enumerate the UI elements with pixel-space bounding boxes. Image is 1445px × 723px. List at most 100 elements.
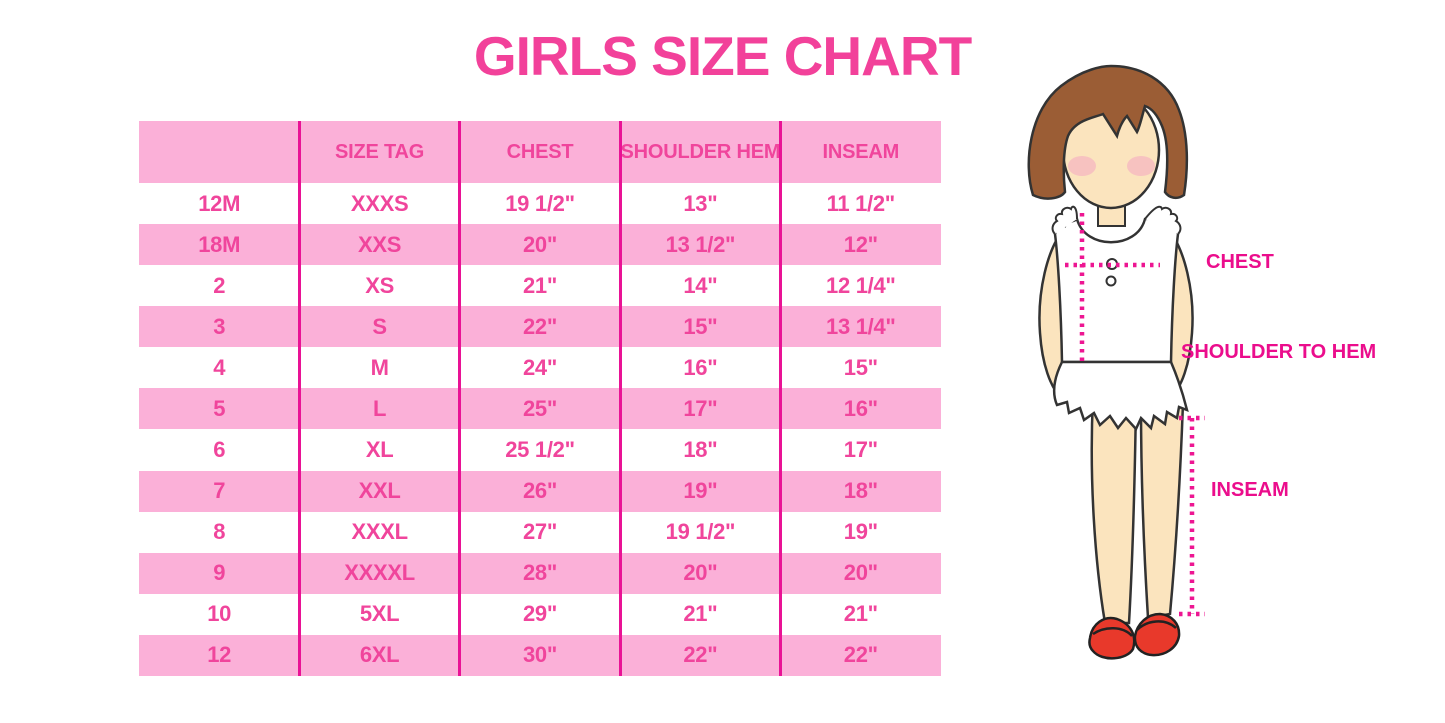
cell-shoulder: 20" — [683, 560, 718, 586]
table-row: 2 XS 21" 14" 12 1/4" — [139, 265, 941, 307]
table-row: 9 XXXXL 28" 20" 20" — [139, 552, 941, 594]
cell-shoulder: 19 1/2" — [665, 519, 736, 545]
inseam-measure-label: INSEAM — [1211, 479, 1289, 501]
cell-chest: 27" — [522, 519, 557, 545]
cell-size: 2 — [213, 272, 226, 298]
cell-shoulder: 14" — [683, 272, 718, 298]
cell-size: 3 — [213, 313, 226, 339]
header-cell-blank — [139, 121, 299, 183]
cell-inseam: 16" — [843, 395, 878, 421]
cell-size-tag: XXXL — [351, 519, 408, 545]
cell-chest: 28" — [522, 560, 557, 586]
table-row: 5 L 25" 17" 16" — [139, 388, 941, 430]
cell-chest: 29" — [522, 601, 557, 627]
cell-shoulder: 16" — [683, 354, 718, 380]
table-header-row: SIZE TAG CHEST SHOULDER HEM INSEAM — [139, 121, 941, 183]
cell-inseam: 15" — [843, 354, 878, 380]
cell-inseam: 13 1/4" — [826, 313, 896, 339]
cell-size: 6 — [213, 437, 226, 462]
table-row: 12 6XL 30" 22" 22" — [139, 634, 941, 676]
chest-measure-label: CHEST — [1206, 251, 1274, 273]
cell-shoulder: 22" — [683, 642, 718, 668]
hair — [1027, 64, 1189, 200]
right-blush — [1127, 156, 1155, 176]
cell-size-tag: XXL — [358, 478, 401, 504]
column-divider — [618, 121, 622, 676]
header-cell-size-tag: SIZE TAG — [335, 140, 425, 163]
cell-size: 5 — [213, 395, 226, 421]
cell-size-tag: L — [373, 395, 387, 421]
cell-chest: 24" — [522, 354, 557, 380]
cell-size-tag: S — [372, 313, 387, 339]
cell-size-tag: 5XL — [359, 601, 400, 627]
cell-inseam: 11 1/2" — [826, 190, 896, 216]
shoulder-to-hem-measure-label: SHOULDER TO HEM — [1181, 341, 1377, 363]
table-row: 12M XXXS 19 1/2" 13" 11 1/2" — [139, 183, 941, 225]
cell-chest: 30" — [522, 642, 557, 668]
cell-inseam: 17" — [843, 437, 878, 462]
cell-chest: 21" — [522, 272, 557, 298]
cell-chest: 20" — [522, 231, 557, 257]
top-bodice — [1053, 216, 1180, 364]
cell-chest: 19 1/2" — [505, 190, 575, 216]
cell-size-tag: XXXXL — [344, 560, 415, 586]
cell-shoulder: 17" — [683, 395, 718, 421]
cell-size-tag: 6XL — [359, 642, 400, 668]
cell-inseam: 18" — [843, 478, 878, 504]
cell-inseam: 20" — [843, 560, 878, 586]
cell-shoulder: 13 1/2" — [665, 231, 736, 257]
cell-shoulder: 18" — [683, 437, 718, 462]
cell-size-tag: XXS — [358, 231, 402, 257]
table-row: 10 5XL 29" 21" 21" — [139, 593, 941, 635]
skirt — [1052, 360, 1189, 432]
page-title: GIRLS SIZE CHART — [473, 25, 972, 87]
table-row: 7 XXL 26" 19" 18" — [139, 470, 941, 512]
table-row: 3 S 22" 15" 13 1/4" — [139, 306, 941, 348]
table-row: 6 XL 25 1/2" 18" 17" — [139, 429, 941, 471]
cell-size: 18M — [198, 231, 241, 257]
left-blush — [1068, 156, 1096, 176]
right-shoulder-ruffle — [1144, 205, 1182, 235]
cell-inseam: 22" — [843, 642, 878, 668]
cell-chest: 25 1/2" — [505, 437, 575, 462]
right-leg — [1139, 401, 1185, 620]
cell-size: 7 — [213, 478, 226, 504]
cell-chest: 22" — [522, 313, 557, 339]
cell-inseam: 12 1/4" — [826, 272, 896, 298]
cell-size-tag: XL — [365, 437, 394, 462]
cell-size-tag: XXXS — [350, 190, 409, 216]
cell-size: 12M — [198, 190, 241, 216]
cell-size-tag: XS — [365, 272, 394, 298]
top-button-lower — [1105, 275, 1117, 287]
cell-inseam: 12" — [843, 231, 878, 257]
cell-shoulder: 13" — [683, 190, 718, 216]
cell-inseam: 19" — [843, 519, 878, 545]
left-shoe-strap — [1092, 627, 1133, 637]
header-cell-chest: CHEST — [506, 140, 574, 163]
cell-size: 9 — [213, 560, 226, 586]
right-shoe — [1133, 612, 1181, 657]
header-cell-inseam: INSEAM — [822, 140, 900, 163]
cell-inseam: 21" — [843, 601, 878, 627]
column-divider — [779, 121, 783, 676]
cell-shoulder: 19" — [683, 478, 718, 504]
left-shoe — [1088, 616, 1136, 660]
girl-measurement-figure-illustration — [1027, 64, 1205, 660]
cell-size: 12 — [207, 642, 232, 668]
column-divider — [297, 121, 301, 676]
cell-chest: 25" — [522, 395, 557, 421]
table-row: 8 XXXL 27" 19 1/2" 19" — [139, 511, 941, 553]
right-shoe-strap — [1136, 620, 1177, 631]
column-divider — [458, 121, 462, 676]
cell-size: 4 — [213, 354, 226, 380]
cell-size-tag: M — [370, 354, 389, 380]
cell-shoulder: 15" — [683, 313, 718, 339]
left-shoulder-ruffle — [1051, 205, 1078, 235]
left-leg — [1090, 396, 1138, 625]
header-cell-shoulder-hem: SHOULDER HEM — [620, 140, 781, 163]
table-row: 4 M 24" 16" 15" — [139, 347, 941, 389]
cell-chest: 26" — [522, 478, 557, 504]
cell-size: 10 — [207, 601, 232, 627]
size-table: SIZE TAG CHEST SHOULDER HEM INSEAM 12M X… — [139, 121, 941, 676]
